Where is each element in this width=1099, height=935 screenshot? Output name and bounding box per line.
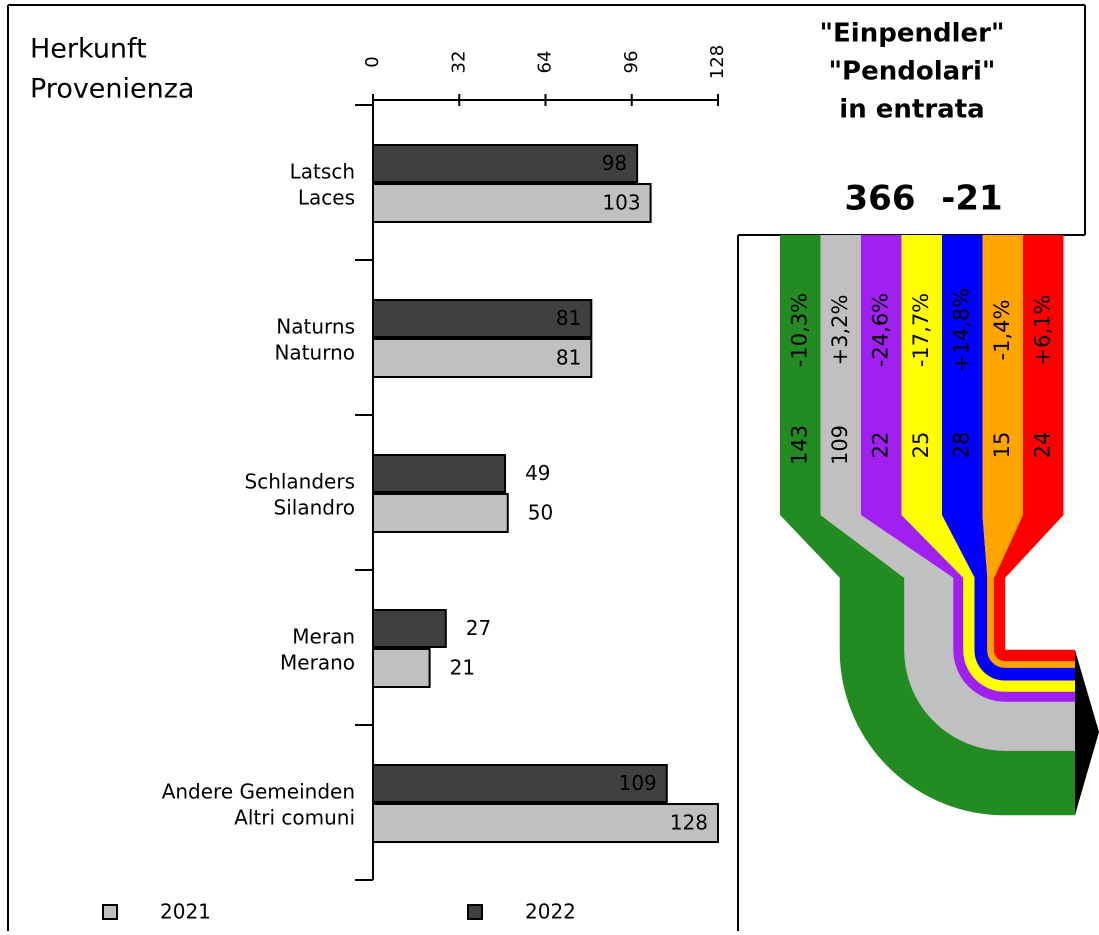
value-label: 128 <box>670 811 708 835</box>
x-tick-label: 0 <box>362 56 383 67</box>
flow-title: "Einpendler" <box>819 19 1004 49</box>
flow-column <box>942 235 988 578</box>
y-tick-label: Naturno <box>274 341 355 365</box>
flow-value-label: 22 <box>868 432 892 459</box>
flow-change-label: +3,2% <box>828 295 852 366</box>
flow-band <box>942 235 1075 681</box>
flow-column <box>780 235 905 578</box>
y-tick-label: Silandro <box>274 496 355 520</box>
flow-change-label: +14,8% <box>949 288 973 372</box>
value-label: 49 <box>525 461 550 485</box>
bar <box>372 764 668 803</box>
bar <box>372 803 719 843</box>
value-label: 50 <box>528 501 553 525</box>
x-tick-label: 96 <box>621 51 642 74</box>
flow-bend <box>953 577 1075 702</box>
bar <box>372 299 593 338</box>
flow-title: "Pendolari" <box>829 57 996 87</box>
flow-bend <box>993 577 1075 662</box>
value-label: 109 <box>619 771 657 795</box>
flow-column <box>994 235 1064 578</box>
flow-change-label: -1,4% <box>990 300 1014 361</box>
chart-title: Herkunft <box>30 34 147 65</box>
legend-swatch <box>467 904 483 920</box>
y-tick-label: Schlanders <box>245 470 356 494</box>
x-tick-label: 128 <box>707 45 728 79</box>
flow-band <box>780 235 1075 816</box>
flow-bend <box>904 577 1075 751</box>
y-tick-label: Latsch <box>290 160 355 184</box>
flow-change-label: -10,3% <box>787 293 811 367</box>
flow-value-label: 109 <box>828 425 852 465</box>
x-tick-label: 64 <box>535 51 556 74</box>
flow-column <box>901 235 975 578</box>
legend-swatch <box>102 904 118 920</box>
x-tick-label: 32 <box>448 51 469 74</box>
y-tick-label: Naturns <box>276 315 355 339</box>
flow-column <box>861 235 964 578</box>
flow-band <box>820 235 1075 751</box>
flow-change-label: +6,1% <box>1030 295 1054 366</box>
value-label: 103 <box>602 191 640 215</box>
value-label: 81 <box>556 346 581 370</box>
flow-band <box>982 235 1075 668</box>
bar <box>372 144 639 183</box>
flow-total-change: -21 <box>941 179 1002 219</box>
y-tick-label: Meran <box>292 625 355 649</box>
flow-column <box>982 235 1023 578</box>
flow-value-label: 15 <box>990 432 1014 459</box>
flow-band <box>861 235 1075 702</box>
flow-total: 366 <box>845 179 916 219</box>
flow-bend <box>974 577 1075 681</box>
flow-value-label: 28 <box>949 432 973 459</box>
chart-title: Provenienza <box>30 74 194 105</box>
flow-bend <box>987 577 1075 668</box>
y-tick-label: Altri comuni <box>234 806 355 830</box>
flow-bend <box>839 577 1075 816</box>
flow-title: in entrata <box>839 95 984 125</box>
value-label: 27 <box>466 616 491 640</box>
y-tick-label: Laces <box>298 186 355 210</box>
flow-bend <box>963 577 1075 692</box>
bar <box>372 183 652 223</box>
bar <box>372 609 447 648</box>
bar <box>372 454 507 493</box>
flow-change-label: -24,6% <box>868 293 892 367</box>
y-tick-label: Andere Gemeinden <box>162 780 355 804</box>
value-label: 81 <box>556 306 581 330</box>
flow-value-label: 24 <box>1030 432 1054 459</box>
flow-change-label: -17,7% <box>909 293 933 367</box>
bar <box>372 648 431 688</box>
flow-arrow <box>1075 650 1099 815</box>
bar <box>372 338 593 378</box>
flow-column <box>820 235 954 578</box>
flow-band <box>993 235 1075 662</box>
bar <box>372 493 509 533</box>
flow-band <box>901 235 1075 692</box>
value-label: 98 <box>602 151 627 175</box>
legend-label: 2021 <box>160 900 211 924</box>
flow-value-label: 143 <box>787 425 811 465</box>
value-label: 21 <box>450 656 475 680</box>
y-tick-label: Merano <box>280 651 355 675</box>
flow-value-label: 25 <box>909 432 933 459</box>
legend-label: 2022 <box>525 900 576 924</box>
